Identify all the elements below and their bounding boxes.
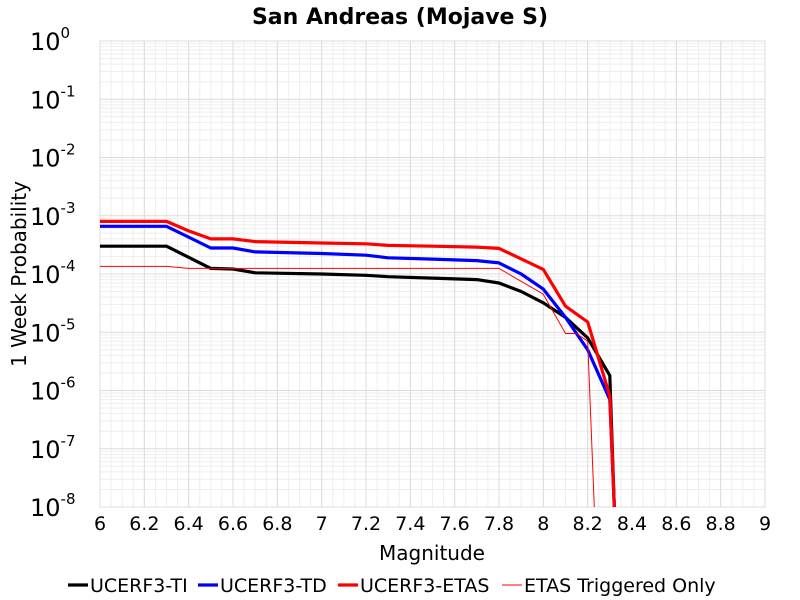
series-line-4	[100, 265, 595, 508]
chart-title: San Andreas (Mojave S)	[252, 5, 548, 30]
y-tick-label: 10-5	[30, 315, 76, 347]
x-tick-label: 8.6	[661, 513, 691, 535]
y-tick-label: 10-3	[30, 199, 76, 231]
x-tick-label: 8.2	[573, 513, 603, 535]
x-tick-label: 8.8	[706, 513, 736, 535]
series-line-2	[100, 224, 616, 508]
y-tick-exponent: 0	[61, 24, 71, 42]
x-tick-label: 7.4	[395, 513, 425, 535]
y-tick-label: 10-8	[30, 490, 76, 522]
y-axis-label: 1 Week Probability	[7, 181, 31, 367]
y-tick-exponent: -7	[61, 432, 76, 450]
y-tick-exponent: -2	[61, 141, 76, 159]
x-tick-label: 7.8	[484, 513, 514, 535]
y-tick-label: 10-6	[30, 374, 76, 406]
y-tick-label: 10-1	[30, 82, 76, 114]
x-axis-label: Magnitude	[379, 541, 485, 565]
x-tick-label: 7.2	[351, 513, 381, 535]
y-tick-label: 10-7	[30, 432, 76, 464]
series-group	[100, 219, 616, 508]
x-tick-labels: 6 6.2 6.4 6.6 6.8 7 7.2 7.4 7.6 7.8 8 8.2 8.4 8.6 8.8 9	[94, 513, 771, 535]
y-tick-label: 100	[30, 24, 70, 56]
x-tick-label: 6	[94, 513, 106, 535]
x-tick-label: 6.4	[174, 513, 204, 535]
x-tick-label: 6.2	[129, 513, 159, 535]
y-tick-exponent: -8	[61, 490, 76, 508]
legend: UCERF3-TI UCERF3-TD UCERF3-ETAS ETAS Trigge…	[68, 575, 716, 597]
x-tick-label: 6.8	[262, 513, 292, 535]
y-tick-exponent: -6	[61, 374, 76, 392]
y-tick-labels: 100 10-1 10-2 10-3 10-4 10-5 10-6 10-7 10-8	[30, 24, 76, 522]
x-tick-label: 8.4	[617, 513, 647, 535]
y-tick-exponent: -5	[61, 315, 76, 333]
grid-major	[99, 40, 766, 508]
legend-label: UCERF3-TI	[90, 575, 188, 597]
y-tick-exponent: -3	[61, 199, 76, 217]
y-tick-label: 10-2	[30, 141, 76, 173]
series-line-3	[100, 219, 616, 508]
legend-label: UCERF3-TD	[220, 575, 327, 597]
legend-label: UCERF3-ETAS	[360, 575, 489, 597]
y-tick-label: 10-4	[30, 257, 76, 289]
x-tick-label: 7.6	[440, 513, 470, 535]
x-tick-label: 7	[316, 513, 328, 535]
x-tick-label: 9	[759, 513, 771, 535]
x-tick-label: 8	[537, 513, 549, 535]
legend-label: ETAS Triggered Only	[524, 575, 716, 597]
y-tick-exponent: -1	[61, 82, 76, 100]
y-tick-exponent: -4	[61, 257, 76, 275]
x-tick-label: 6.6	[218, 513, 248, 535]
